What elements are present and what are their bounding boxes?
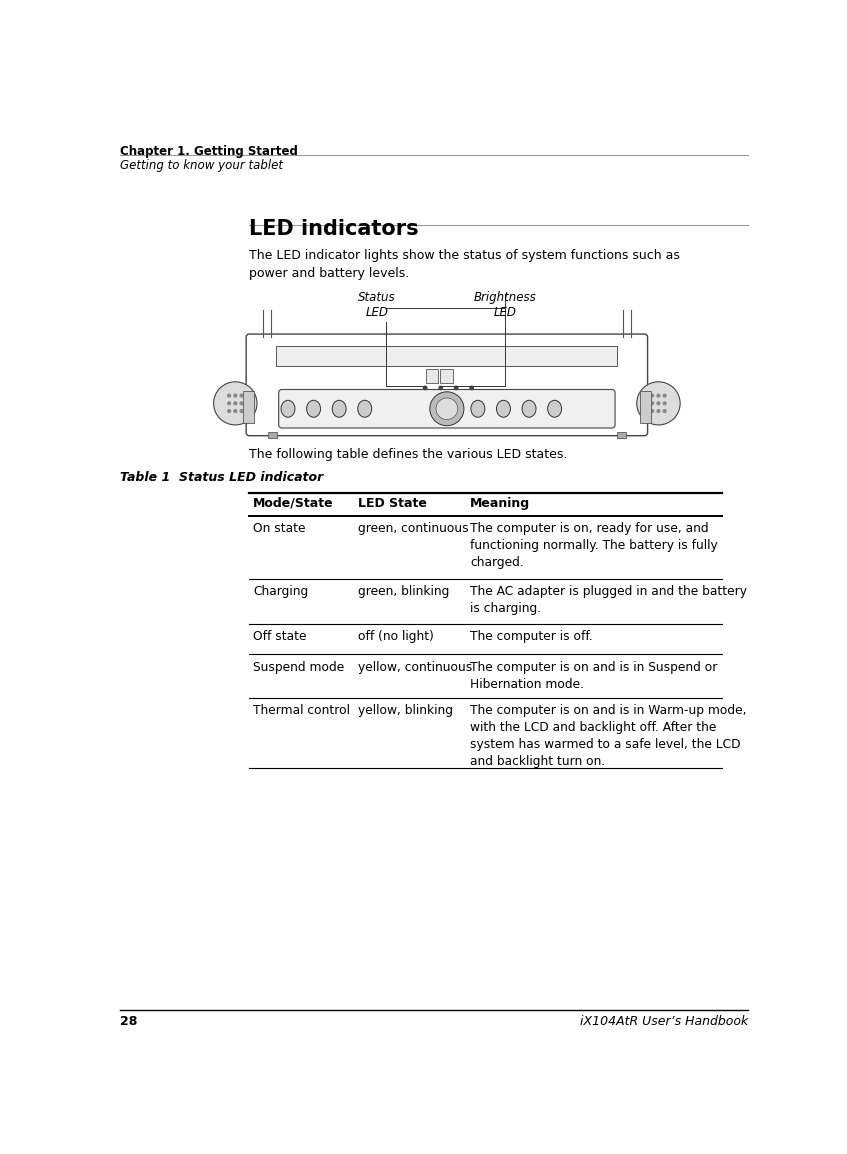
Bar	[268, 432, 277, 439]
Text: Meaning: Meaning	[470, 496, 530, 510]
Circle shape	[470, 387, 473, 390]
Text: green, blinking: green, blinking	[357, 585, 449, 598]
Text: LED State: LED State	[357, 496, 427, 510]
Text: Table 1  Status LED indicator: Table 1 Status LED indicator	[119, 471, 323, 485]
Text: LED indicators: LED indicators	[249, 219, 419, 239]
Ellipse shape	[307, 400, 320, 418]
Bar	[276, 346, 617, 367]
Text: off (no light): off (no light)	[357, 630, 434, 643]
Text: LED: LED	[494, 306, 517, 320]
Bar	[639, 391, 650, 424]
Text: The AC adapter is plugged in and the battery
is charging.: The AC adapter is plugged in and the bat…	[470, 585, 747, 615]
Text: yellow, continuous: yellow, continuous	[357, 660, 472, 674]
Text: green, continuous: green, continuous	[357, 522, 468, 535]
Bar	[243, 391, 254, 424]
Circle shape	[650, 410, 654, 412]
Circle shape	[663, 395, 666, 397]
Ellipse shape	[496, 400, 511, 418]
Ellipse shape	[357, 400, 372, 418]
Text: The LED indicator lights show the status of system functions such as: The LED indicator lights show the status…	[249, 248, 680, 262]
Text: Brightness: Brightness	[473, 291, 536, 304]
FancyBboxPatch shape	[246, 334, 648, 436]
Circle shape	[240, 410, 243, 412]
Circle shape	[234, 395, 236, 397]
Circle shape	[240, 395, 243, 397]
Bar	[617, 432, 626, 439]
Bar	[440, 369, 452, 383]
Circle shape	[663, 402, 666, 405]
Text: yellow, blinking: yellow, blinking	[357, 704, 453, 717]
Bar	[425, 369, 439, 383]
Circle shape	[429, 392, 464, 426]
Circle shape	[663, 410, 666, 412]
Text: The computer is on and is in Warm-up mode,
with the LCD and backlight off. After: The computer is on and is in Warm-up mod…	[470, 704, 746, 767]
Circle shape	[234, 402, 236, 405]
Circle shape	[657, 395, 660, 397]
Text: The computer is off.: The computer is off.	[470, 630, 593, 643]
Circle shape	[657, 402, 660, 405]
Circle shape	[436, 398, 457, 420]
Ellipse shape	[332, 400, 346, 418]
Circle shape	[234, 410, 236, 412]
Text: The computer is on and is in Suspend or
Hibernation mode.: The computer is on and is in Suspend or …	[470, 660, 717, 690]
Text: Status: Status	[358, 291, 396, 304]
Circle shape	[439, 387, 442, 390]
Text: The following table defines the various LED states.: The following table defines the various …	[249, 448, 567, 460]
Text: 28: 28	[119, 1014, 137, 1028]
FancyBboxPatch shape	[279, 390, 615, 428]
Ellipse shape	[281, 400, 295, 418]
Ellipse shape	[522, 400, 536, 418]
Circle shape	[650, 395, 654, 397]
Text: Chapter 1. Getting Started: Chapter 1. Getting Started	[119, 145, 297, 158]
Ellipse shape	[548, 400, 562, 418]
Circle shape	[213, 382, 257, 425]
Circle shape	[637, 382, 680, 425]
Circle shape	[228, 395, 230, 397]
Text: Mode/State: Mode/State	[253, 496, 334, 510]
Circle shape	[240, 402, 243, 405]
Text: Getting to know your tablet: Getting to know your tablet	[119, 159, 283, 172]
Text: Suspend mode: Suspend mode	[253, 660, 345, 674]
Text: Thermal control: Thermal control	[253, 704, 350, 717]
Circle shape	[650, 402, 654, 405]
Text: The computer is on, ready for use, and
functioning normally. The battery is full: The computer is on, ready for use, and f…	[470, 522, 718, 569]
Ellipse shape	[471, 400, 484, 418]
Text: Charging: Charging	[253, 585, 308, 598]
Text: power and battery levels.: power and battery levels.	[249, 267, 409, 280]
Circle shape	[657, 410, 660, 412]
Text: On state: On state	[253, 522, 306, 535]
Circle shape	[424, 387, 427, 390]
Circle shape	[228, 410, 230, 412]
Text: LED: LED	[366, 306, 389, 320]
Circle shape	[228, 402, 230, 405]
Circle shape	[455, 387, 458, 390]
Text: iX104AtR User’s Handbook: iX104AtR User’s Handbook	[580, 1014, 749, 1028]
Text: Off state: Off state	[253, 630, 307, 643]
